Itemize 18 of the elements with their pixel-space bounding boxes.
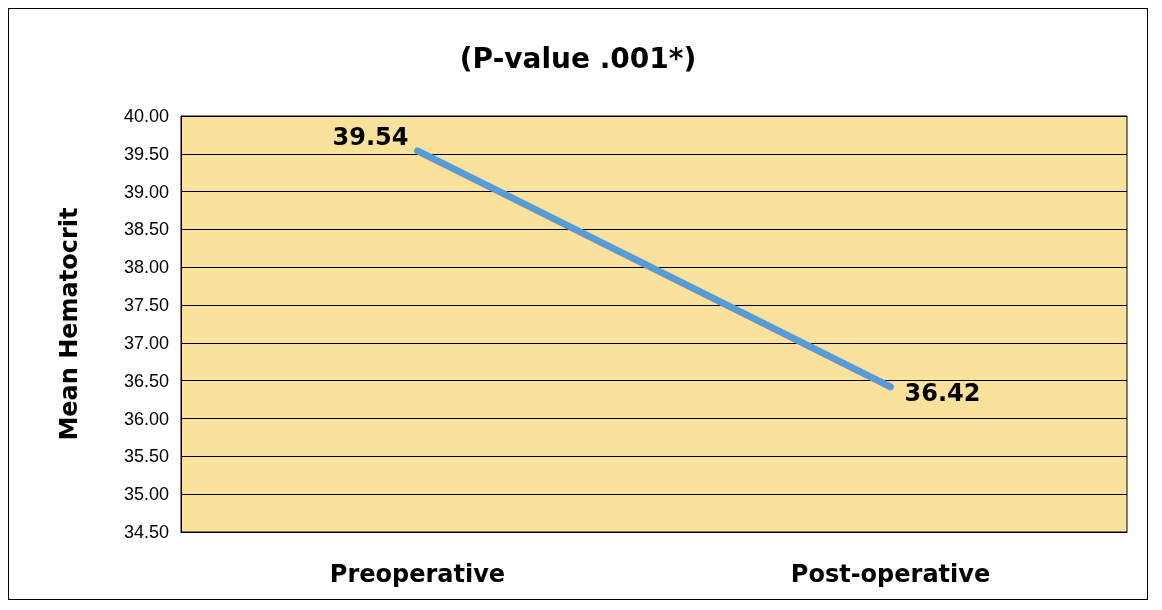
y-tick-label: 34.50 xyxy=(123,522,169,542)
x-tick-label: Post-operative xyxy=(790,560,991,588)
x-tick-label: Preoperative xyxy=(329,560,506,588)
y-tick-label: 36.00 xyxy=(123,408,169,429)
y-tick-label: 39.00 xyxy=(123,181,169,202)
y-tick-label: 37.50 xyxy=(123,295,169,316)
data-label: 36.42 xyxy=(904,378,981,407)
y-tick-label: 38.00 xyxy=(123,257,169,278)
y-tick-label: 35.50 xyxy=(123,446,169,467)
y-tick-label: 39.50 xyxy=(123,143,169,164)
y-tick-label: 40.00 xyxy=(123,106,169,126)
y-axis-title: Mean Hematocrit xyxy=(55,207,83,441)
chart-title: (P-value .001*) xyxy=(459,41,697,75)
y-tick-label: 35.00 xyxy=(123,484,169,505)
y-tick-label: 38.50 xyxy=(123,219,169,240)
y-tick-label: 36.50 xyxy=(123,370,169,391)
y-tick-label: 37.00 xyxy=(123,332,169,353)
data-label: 39.54 xyxy=(332,122,409,151)
